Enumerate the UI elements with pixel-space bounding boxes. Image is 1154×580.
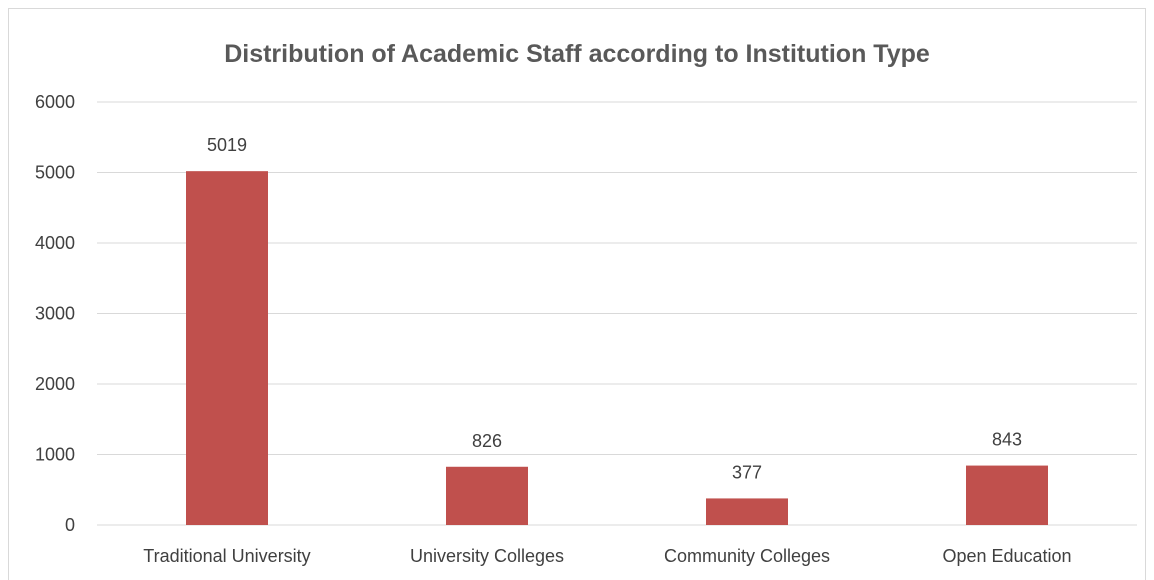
bar-4 — [966, 465, 1048, 525]
y-tick-label-6000: 6000 — [35, 92, 75, 112]
x-category-label-2: University Colleges — [410, 546, 564, 566]
x-category-label-3: Community Colleges — [664, 546, 830, 566]
bar-3 — [706, 498, 788, 525]
x-category-label-1: Traditional University — [143, 546, 310, 566]
data-label-4: 843 — [992, 430, 1022, 450]
data-label-3: 377 — [732, 462, 762, 482]
chart-frame — [8, 8, 1146, 580]
data-label-1: 5019 — [207, 135, 247, 155]
x-category-label-4: Open Education — [942, 546, 1071, 566]
bar-2 — [446, 466, 528, 525]
y-tick-label-0: 0 — [65, 515, 75, 535]
data-label-2: 826 — [472, 431, 502, 451]
y-tick-label-5000: 5000 — [35, 163, 75, 183]
y-tick-label-2000: 2000 — [35, 374, 75, 394]
y-tick-label-1000: 1000 — [35, 445, 75, 465]
chart-title: Distribution of Academic Staff according… — [224, 40, 930, 68]
y-tick-label-4000: 4000 — [35, 233, 75, 253]
y-tick-label-3000: 3000 — [35, 304, 75, 324]
bar-1 — [186, 171, 268, 525]
